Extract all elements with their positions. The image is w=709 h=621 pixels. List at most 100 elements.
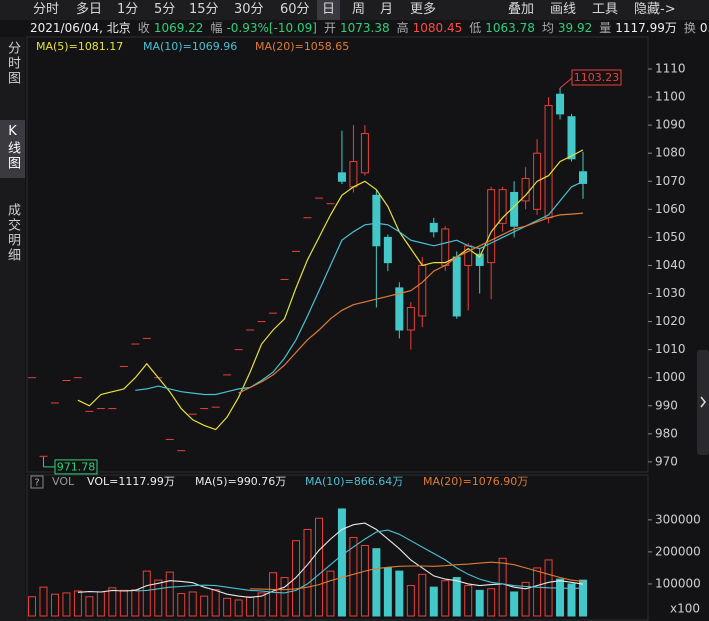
candle-body <box>383 236 392 264</box>
period-tab[interactable]: 更多 <box>410 2 437 17</box>
candle-body <box>441 228 450 266</box>
volume-bar <box>142 570 151 617</box>
help-icon[interactable] <box>30 475 44 489</box>
side-tab[interactable]: 成交明细 <box>5 203 20 263</box>
volume-bar <box>556 578 565 617</box>
volume-panel <box>26 474 649 621</box>
volume-bar <box>360 544 369 617</box>
legend-entry: MA(10)=1069.96 <box>143 40 237 53</box>
candle-body <box>498 189 507 224</box>
quote-label: 开 <box>323 21 336 35</box>
volume-bar <box>372 548 381 617</box>
volume-bar <box>314 517 323 617</box>
candle-body <box>429 222 438 233</box>
help-mark: ? <box>34 478 39 489</box>
y-tick-label: 100000 <box>655 576 701 590</box>
volume-bar <box>73 590 82 617</box>
volume-bar <box>337 508 346 617</box>
tool-button[interactable]: 工具 <box>592 2 619 17</box>
y-tick-label: 980 <box>655 426 678 440</box>
collapse-tab[interactable] <box>697 350 709 455</box>
quote-value: 1063.78 <box>485 21 535 35</box>
volume-ma-line <box>77 522 584 598</box>
quote-label: 高 <box>396 21 409 35</box>
collapse-arrow <box>700 396 706 408</box>
min-box <box>54 459 98 475</box>
y-tick-label: 1020 <box>655 314 686 328</box>
period-tab[interactable]: 周 <box>352 2 366 17</box>
candle-body <box>418 264 427 317</box>
volume-bar <box>234 599 243 617</box>
side-tab[interactable]: 分时图 <box>5 41 20 86</box>
volume-bar <box>349 536 358 617</box>
period-tab[interactable]: 日 <box>317 0 341 20</box>
volume-bar <box>39 586 48 617</box>
quote-label: 换 <box>683 21 696 35</box>
volume-bar <box>579 579 587 617</box>
volume-bar <box>533 567 542 617</box>
volume-ma-line <box>250 561 584 591</box>
volume-bar <box>85 596 94 617</box>
legend-entry: MA(5)=1081.17 <box>36 40 123 53</box>
volume-bar <box>200 595 209 617</box>
quote-value: 1117.99万 <box>615 21 677 35</box>
volume-bar <box>188 591 197 617</box>
quote-value: -0.93%[-10.09] <box>226 21 317 35</box>
volume-bar <box>131 589 140 617</box>
toolbar: 分时 多日 1分 5分 15分 30分 60分日周月 更多 叠加 画线 工具 隐藏-> <box>0 0 709 20</box>
volume-bar <box>452 577 461 617</box>
volume-ma-line <box>135 529 584 594</box>
ma-line <box>77 149 584 431</box>
period-tab[interactable]: 60分 <box>280 2 310 17</box>
candle-body <box>337 172 346 182</box>
volume-bar <box>303 528 312 617</box>
quote-value: 39.92 <box>557 21 593 35</box>
volume-bar <box>464 585 473 617</box>
min-label: 971.78 <box>57 460 96 473</box>
quote-value: 1073.38 <box>339 21 390 35</box>
y-tick-label: 990 <box>655 398 678 412</box>
tool-button[interactable]: 画线 <box>550 2 577 17</box>
period-tab[interactable]: 月 <box>380 2 394 17</box>
quote-value: 0.00% <box>699 21 709 35</box>
period-tab[interactable]: 1分 <box>117 2 139 17</box>
tool-button[interactable]: 隐藏-> <box>634 2 676 17</box>
volume-bar <box>154 579 163 617</box>
volume-bar <box>406 585 415 617</box>
volume-bar <box>246 596 255 617</box>
candle-body <box>452 256 461 317</box>
tool-button[interactable]: 叠加 <box>508 2 535 17</box>
volume-bar <box>395 570 404 617</box>
ma-line <box>238 212 584 394</box>
volume-bar <box>487 588 496 617</box>
period-tab[interactable]: 5分 <box>154 2 176 17</box>
quote-date: 2021/06/04, 北京 <box>30 21 131 35</box>
quote-value: 1080.45 <box>412 21 463 35</box>
legend-entry: VOL=1117.99万 <box>87 475 175 488</box>
volume-bar <box>418 573 427 617</box>
candle-body <box>349 161 358 188</box>
volume-bar <box>510 591 519 617</box>
quote-label: 均 <box>541 21 554 35</box>
y-tick-label: 1050 <box>655 230 686 244</box>
candle-body <box>487 189 496 264</box>
volume-bar <box>211 589 220 617</box>
quote-label: 量 <box>599 21 612 35</box>
quote-value: 1069.22 <box>153 21 204 35</box>
max-label: 1103.23 <box>574 71 620 84</box>
period-tab[interactable]: 多日 <box>76 2 103 17</box>
y-tick-label: 1080 <box>655 146 686 160</box>
volume-bar <box>475 589 484 617</box>
period-tab[interactable]: 分时 <box>33 2 60 17</box>
y-tick-label: 1060 <box>655 202 686 216</box>
legend-entry: MA(5)=990.76万 <box>195 475 286 488</box>
candle-body <box>406 307 415 331</box>
period-tab[interactable]: 15分 <box>189 2 219 17</box>
max-leader <box>559 77 573 89</box>
ma-line <box>135 180 584 396</box>
side-tab[interactable]: K线图 <box>0 120 25 178</box>
period-tab[interactable]: 30分 <box>234 2 264 17</box>
volume-bar <box>28 596 36 617</box>
volume-bar <box>521 581 530 617</box>
